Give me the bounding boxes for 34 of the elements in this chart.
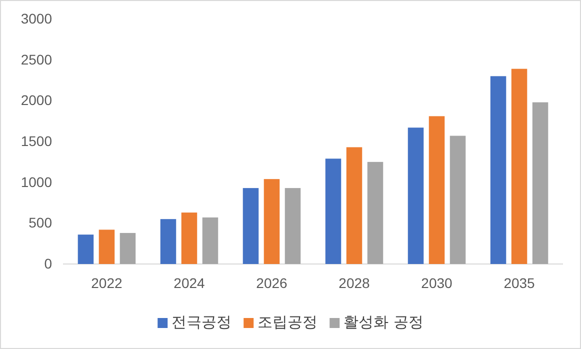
- y-tick-label: 3000: [20, 10, 52, 26]
- bar: [408, 128, 424, 264]
- bar: [325, 158, 342, 264]
- y-tick-label: 2500: [20, 51, 52, 68]
- x-tick-label: 2028: [338, 274, 370, 291]
- x-tick-label: 2035: [504, 274, 536, 291]
- legend-label: 활성화 공정: [344, 313, 424, 331]
- bar: [242, 188, 259, 264]
- legend-label: 전극공정: [172, 313, 232, 331]
- bar: [264, 179, 280, 264]
- legend-label: 조립공정: [258, 313, 318, 331]
- bar: [490, 76, 506, 264]
- y-tick-label: 0: [44, 255, 52, 272]
- bar: [532, 102, 548, 264]
- x-tick-label: 2030: [421, 274, 453, 291]
- bar: [284, 188, 301, 264]
- x-tick-label: 2022: [91, 274, 123, 291]
- bar: [367, 162, 384, 264]
- bar: [120, 232, 136, 264]
- bar: [450, 136, 466, 264]
- bar: [98, 230, 115, 264]
- bar: [202, 217, 218, 264]
- bar: [78, 234, 94, 264]
- y-tick-label: 2000: [20, 92, 52, 108]
- y-tick-label: 1500: [20, 132, 52, 149]
- bar: [181, 212, 198, 264]
- x-tick-label: 2026: [256, 274, 288, 291]
- y-tick-label: 500: [28, 214, 52, 231]
- bar: [346, 147, 362, 264]
- bar: [160, 219, 176, 264]
- y-tick-label: 1000: [20, 174, 52, 190]
- bar: [511, 68, 528, 264]
- bar: [428, 116, 445, 264]
- x-tick-label: 2024: [174, 274, 206, 291]
